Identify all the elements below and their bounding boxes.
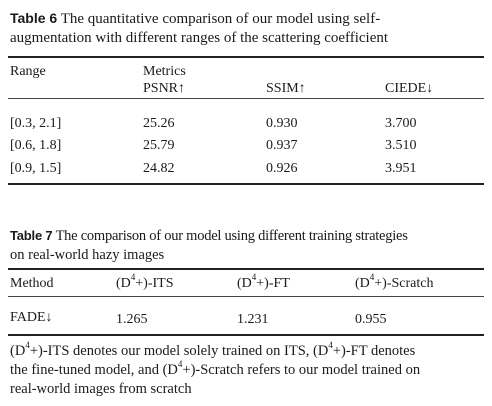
table6-cell-range: [0.3, 2.1] <box>10 116 62 131</box>
table6-cell-psnr: 24.82 <box>143 161 175 176</box>
table6-cell-ciede: 3.951 <box>385 161 417 176</box>
table6-caption: Table 6 The quantitative comparison of o… <box>10 8 380 29</box>
table6-label: Table 6 <box>10 10 58 26</box>
table6-cell-range: [0.6, 1.8] <box>10 138 62 153</box>
table6-cell-ciede: 3.700 <box>385 116 417 131</box>
table7-header-its: (D4+)-ITS <box>116 272 174 291</box>
table6-bottom-rule <box>8 183 484 185</box>
table6-cell-ssim: 0.930 <box>266 116 298 131</box>
table6-cell-psnr: 25.79 <box>143 138 175 153</box>
table7-header-rule <box>8 296 484 297</box>
table7-cell-metric: FADE↓ <box>10 310 53 325</box>
table7-note-line2: the fine-tuned model, and (D4+)-Scratch … <box>10 359 421 378</box>
table6-header-range: Range <box>10 64 46 79</box>
table7-note-line3: real-world images from scratch <box>10 381 192 397</box>
table7-caption-line1: The comparison of our model using differ… <box>55 228 408 244</box>
table7-header-scratch: (D4+)-Scratch <box>355 272 434 291</box>
table6-cell-ssim: 0.926 <box>266 161 298 176</box>
table7-header-ft: (D4+)-FT <box>237 272 290 291</box>
table7-cell-its: 1.265 <box>116 312 148 327</box>
table6-cell-ciede: 3.510 <box>385 138 417 153</box>
table6-caption-line2: augmentation with different ranges of th… <box>10 30 389 46</box>
table6-header-psnr: PSNR↑ <box>143 81 186 96</box>
table6-header-metrics: Metrics <box>143 64 186 79</box>
table6-header-rule <box>8 98 484 99</box>
table7-top-rule <box>8 268 484 270</box>
table6-header-ciede: CIEDE↓ <box>385 81 434 96</box>
table7-caption-line2: on real-world hazy images <box>10 247 165 263</box>
table7-cell-scratch: 0.955 <box>355 312 387 327</box>
table7-label: Table 7 <box>10 228 53 243</box>
table6-top-rule <box>8 56 484 58</box>
table7-caption: Table 7 The comparison of our model usin… <box>10 226 408 246</box>
table6-caption-line1: The quantitative comparison of our model… <box>60 11 381 27</box>
table7-cell-ft: 1.231 <box>237 312 269 327</box>
table6-cell-range: [0.9, 1.5] <box>10 161 62 176</box>
table7-header-method: Method <box>10 276 54 291</box>
table6-header-ssim: SSIM↑ <box>266 81 306 96</box>
table6-cell-ssim: 0.937 <box>266 138 298 153</box>
table7-bottom-rule <box>8 334 484 336</box>
table7-note-line1: (D4+)-ITS denotes our model solely train… <box>10 340 416 359</box>
table6-cell-psnr: 25.26 <box>143 116 175 131</box>
